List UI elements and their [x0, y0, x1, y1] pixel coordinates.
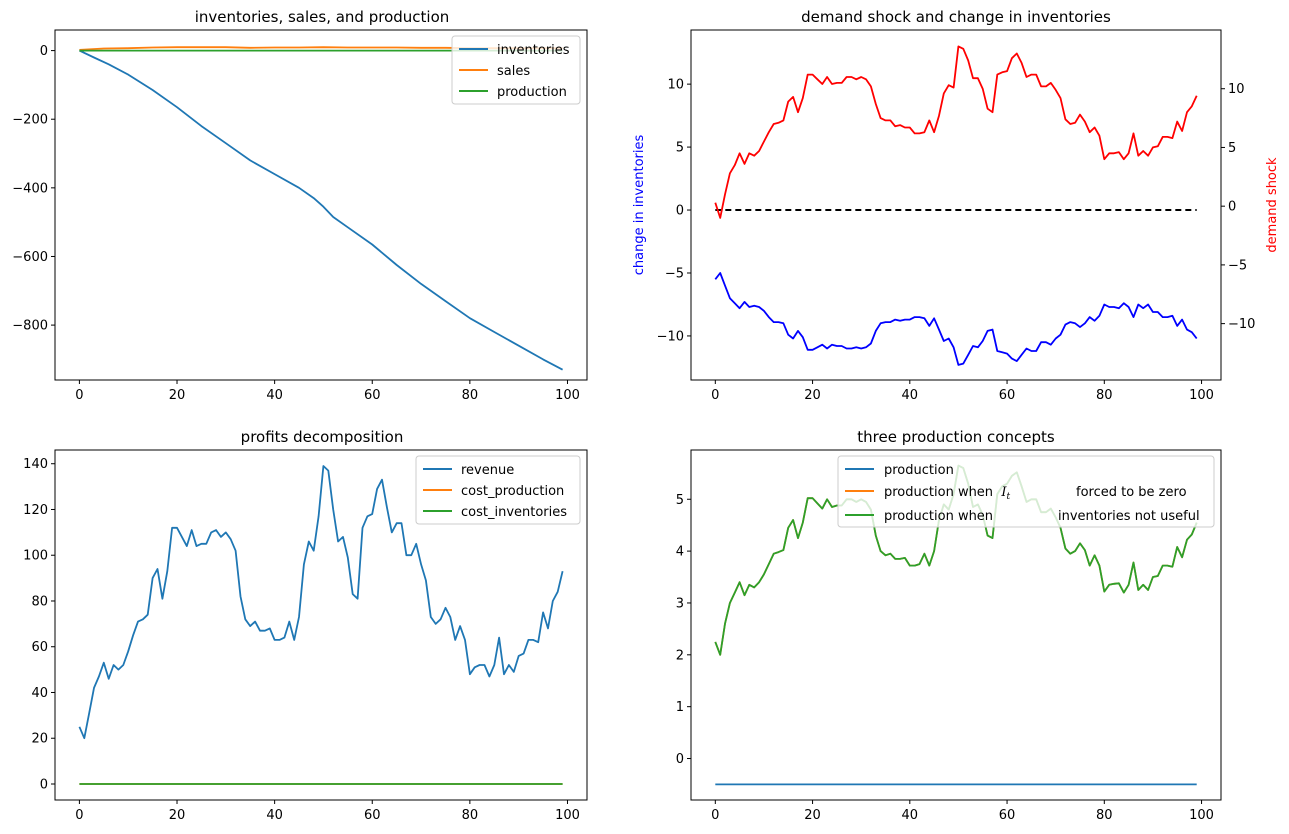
legend-label-production: production: [884, 463, 954, 478]
legend-label-production: production: [497, 85, 567, 100]
legend-label-cost-inventories: cost_inventories: [461, 505, 567, 520]
x-tick-label: 100: [1189, 388, 1214, 403]
plot-area: 0 20 40 60 80 100 0 −200 −400 −600 −800: [12, 29, 588, 403]
y-tick-label: 5: [676, 141, 684, 156]
x-tick-label: 100: [555, 388, 580, 403]
y-tick-label: 140: [23, 457, 48, 472]
y-tick-label: 80: [31, 594, 48, 609]
x-tick-label: 100: [1189, 808, 1214, 823]
y-axis-label-change-in-inventories: change in inventories: [632, 135, 647, 276]
y-tick-label: 0: [676, 204, 684, 219]
y-tick-label: −10: [657, 329, 684, 344]
x-tick-label: 0: [75, 808, 83, 823]
x-tick-label: 40: [266, 388, 283, 403]
y2-tick-label: 5: [1228, 141, 1236, 156]
y-tick-label: 120: [23, 503, 48, 518]
x-tick-label: 60: [364, 808, 381, 823]
x-tick-label: 0: [711, 808, 719, 823]
y-tick-label: 5: [676, 493, 684, 508]
x-tick-label: 80: [1096, 388, 1113, 403]
y-tick-label: −5: [665, 266, 684, 281]
series-line-0: [79, 49, 564, 371]
y-tick-label: 0: [40, 777, 48, 792]
x-tick-label: 20: [169, 388, 186, 403]
legend: revenue cost_production cost_inventories: [415, 455, 581, 525]
y2-axis-label-demand-shock: demand shock: [1265, 157, 1280, 253]
x-tick-label: 80: [1096, 808, 1113, 823]
legend-label-inventories: inventories: [497, 43, 570, 58]
x-tick-label: 20: [169, 808, 186, 823]
series-line-0: [714, 272, 1198, 366]
y-tick-label: 20: [31, 732, 48, 747]
x-tick-label: 0: [75, 388, 83, 403]
legend: inventories sales production: [451, 35, 581, 105]
panel-three-production-concepts: three production concepts 0 20 40 60 80 100 0 1…: [676, 428, 1222, 823]
y-tick-label: 60: [31, 640, 48, 655]
y-tick-label: 10: [667, 78, 684, 93]
series-line-1: [714, 45, 1198, 219]
panel-title: profits decomposition: [241, 428, 404, 446]
plot-frame: [690, 29, 1222, 381]
y-tick-label: −400: [12, 181, 48, 196]
x-tick-label: 60: [999, 808, 1016, 823]
panel-title: demand shock and change in inventories: [801, 8, 1111, 26]
y-tick-label: 3: [676, 596, 684, 611]
panel-title: three production concepts: [857, 428, 1055, 446]
x-tick-label: 80: [462, 388, 479, 403]
y-tick-label: 40: [31, 686, 48, 701]
y-tick-label: −800: [12, 319, 48, 334]
y-tick-label: −200: [12, 113, 48, 128]
y-tick-label: 0: [40, 44, 48, 59]
y2-tick-label: 10: [1228, 82, 1245, 97]
legend-label-sales: sales: [497, 64, 530, 79]
legend-label-revenue: revenue: [461, 463, 514, 478]
series-line-0: [78, 465, 564, 740]
y-tick-label: 0: [676, 752, 684, 767]
panel-inventories-sales-production: inventories, sales, and production 0 20 40…: [12, 8, 588, 403]
plot-area: 0 20 40 60 80 100 0 20 40 60 80 100 120 140: [23, 449, 588, 823]
y2-tick-label: −10: [1228, 317, 1255, 332]
legend-frame: [837, 455, 1215, 528]
x-tick-label: 40: [266, 808, 283, 823]
y-tick-label: 2: [676, 648, 684, 663]
plot-frame: [690, 449, 1222, 801]
legend-frame: [451, 35, 581, 105]
y-tick-label: 1: [676, 700, 684, 715]
plot-area: 0 20 40 60 80 100 10 5 0 −5 −10 10 5 0 −5 −10: [657, 29, 1255, 403]
x-tick-label: 20: [804, 388, 821, 403]
y-tick-label: −600: [12, 250, 48, 265]
panel-profits-decomposition: profits decomposition 0 20 40 60 80 100 0 20 40 6…: [23, 428, 588, 823]
legend-frame: [415, 455, 581, 525]
x-tick-label: 40: [902, 808, 919, 823]
x-tick-label: 100: [555, 808, 580, 823]
legend: production production when It forced to b…: [837, 455, 1215, 528]
panel-title: inventories, sales, and production: [195, 8, 450, 26]
plot-frame: [54, 449, 588, 801]
plot-frame: [54, 29, 588, 381]
y2-tick-label: −5: [1228, 258, 1247, 273]
x-tick-label: 60: [999, 388, 1016, 403]
y-tick-label: 100: [23, 549, 48, 564]
x-tick-label: 60: [364, 388, 381, 403]
y-tick-label: 4: [676, 545, 684, 560]
x-tick-label: 20: [804, 808, 821, 823]
y2-tick-label: 0: [1228, 200, 1236, 215]
x-tick-label: 40: [902, 388, 919, 403]
x-tick-label: 80: [462, 808, 479, 823]
legend-label-cost-production: cost_production: [461, 484, 564, 499]
x-tick-label: 0: [711, 388, 719, 403]
panel-demand-shock: demand shock and change in inventories 0…: [632, 8, 1280, 403]
